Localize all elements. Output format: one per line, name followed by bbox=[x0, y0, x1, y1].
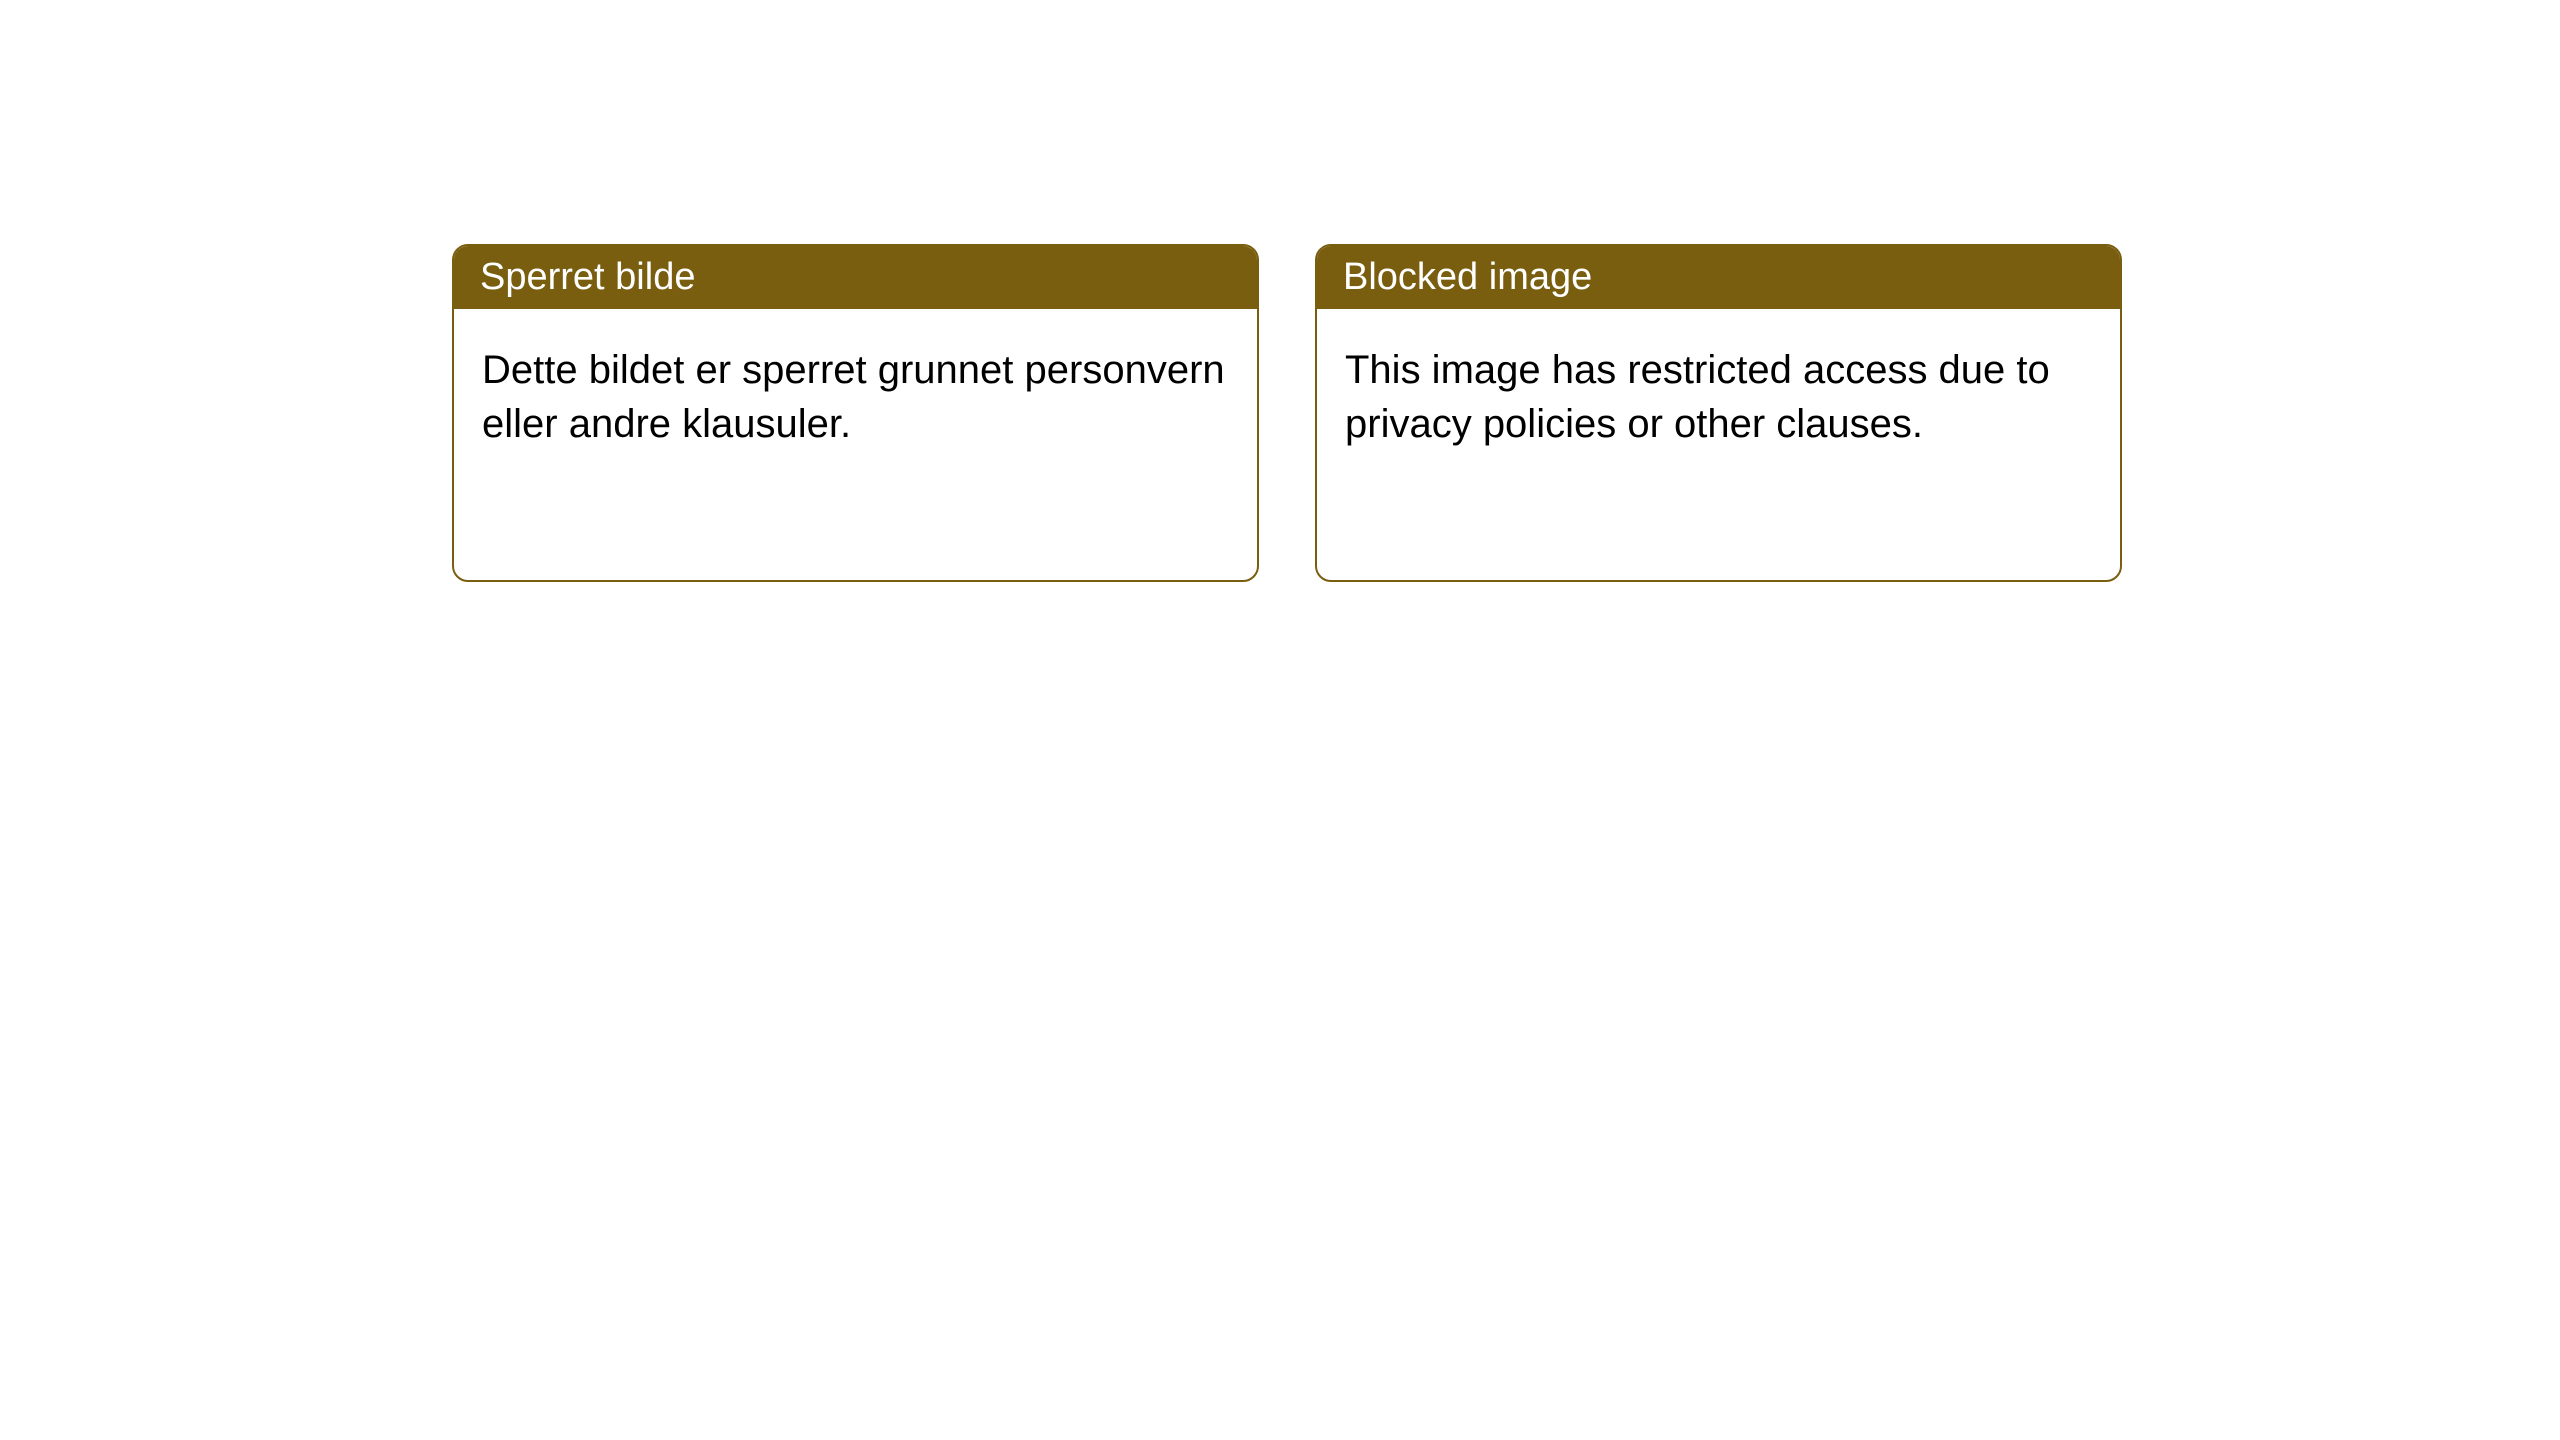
notice-container: Sperret bilde Dette bildet er sperret gr… bbox=[452, 244, 2122, 582]
card-header-norwegian: Sperret bilde bbox=[454, 246, 1257, 309]
card-title: Blocked image bbox=[1343, 256, 1592, 298]
blocked-image-card-norwegian: Sperret bilde Dette bildet er sperret gr… bbox=[452, 244, 1259, 582]
card-message: Dette bildet er sperret grunnet personve… bbox=[482, 348, 1225, 446]
card-body-norwegian: Dette bildet er sperret grunnet personve… bbox=[454, 309, 1257, 485]
card-title: Sperret bilde bbox=[480, 256, 695, 298]
card-message: This image has restricted access due to … bbox=[1345, 348, 2050, 446]
card-header-english: Blocked image bbox=[1317, 246, 2120, 309]
blocked-image-card-english: Blocked image This image has restricted … bbox=[1315, 244, 2122, 582]
card-body-english: This image has restricted access due to … bbox=[1317, 309, 2120, 485]
